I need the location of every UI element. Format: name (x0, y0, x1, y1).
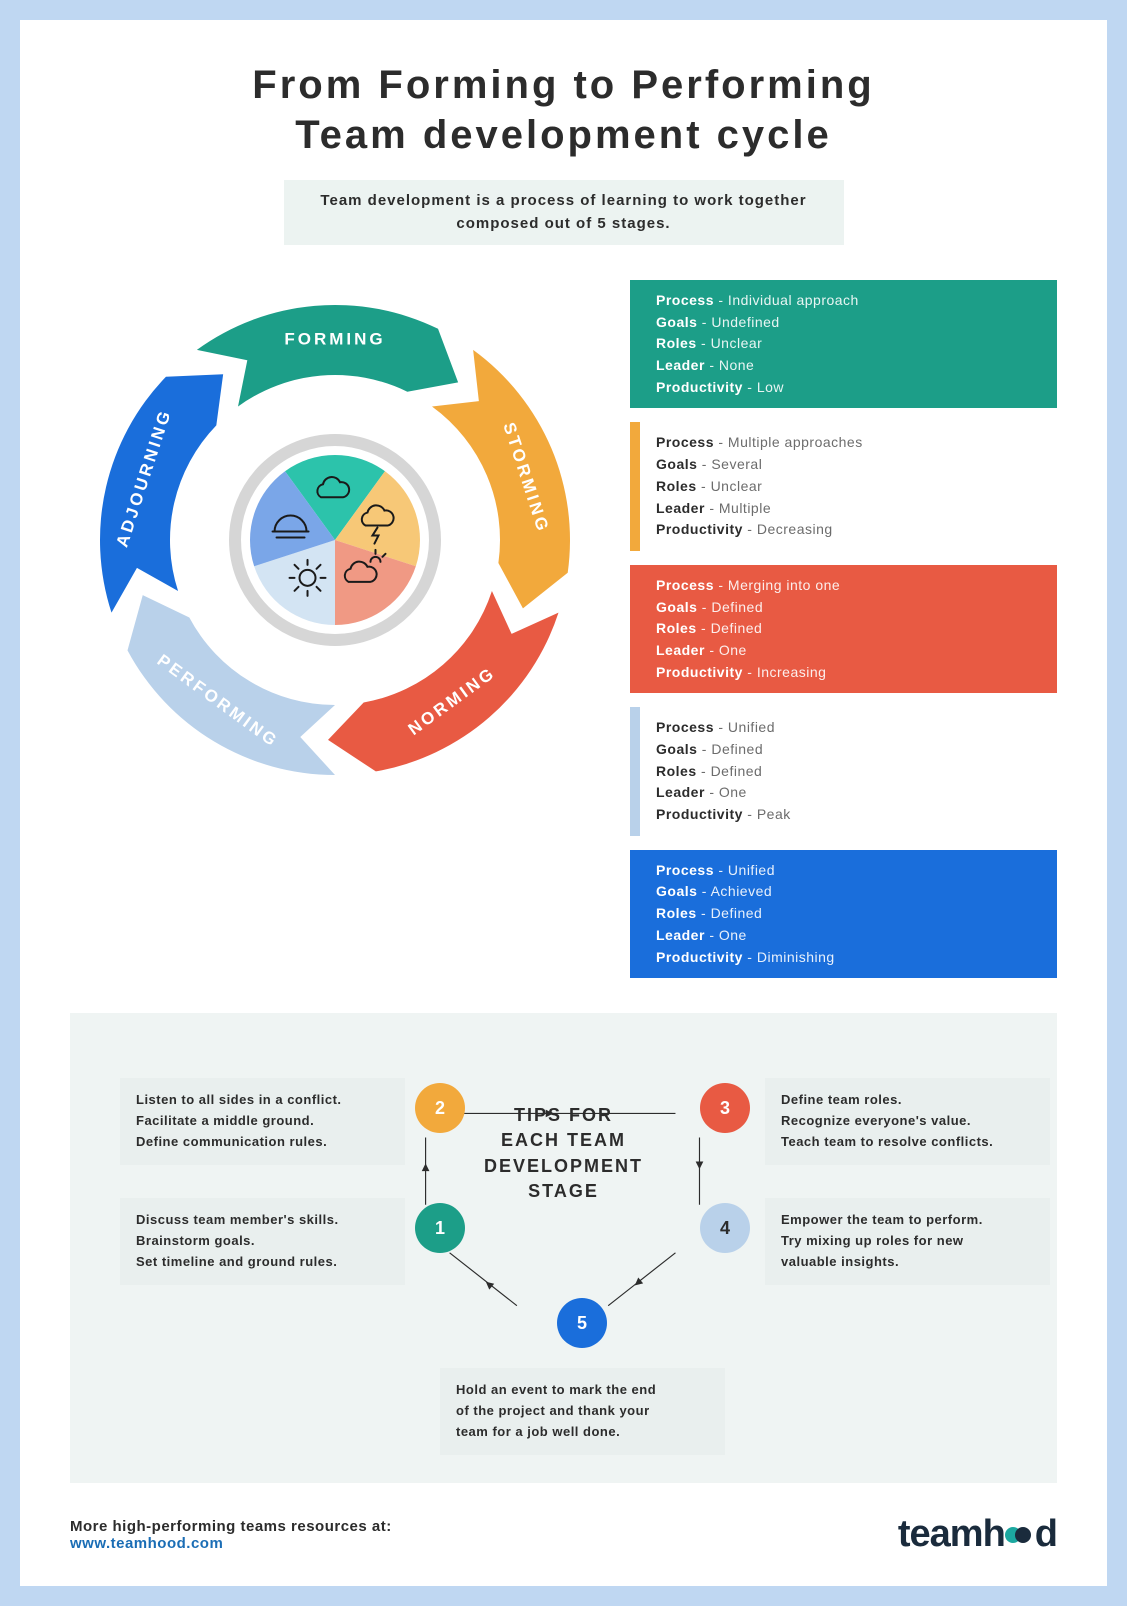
stage-row: Roles - Unclear (656, 333, 1041, 355)
title-line-2: Team development cycle (295, 113, 832, 157)
stage-row: Goals - Achieved (656, 881, 1041, 903)
stage-box-0: Process - Individual approachGoals - Und… (630, 280, 1057, 408)
stage-row: Leader - One (656, 640, 1041, 662)
footer-text: More high-performing teams resources at: (70, 1518, 392, 1535)
tips-section: TIPS FOR EACH TEAM DEVELOPMENT STAGE Dis… (70, 1013, 1057, 1483)
stage-row: Roles - Defined (656, 618, 1041, 640)
stage-row: Leader - One (656, 782, 1041, 804)
stage-row: Leader - Multiple (656, 498, 1041, 520)
stage-row: Roles - Defined (656, 903, 1041, 925)
tip-box-2: Listen to all sides in a conflict.Facili… (120, 1078, 405, 1164)
title-line-1: From Forming to Performing (252, 63, 874, 107)
stage-row: Goals - Several (656, 454, 1041, 476)
tip-box-5: Hold an event to mark the endof the proj… (440, 1368, 725, 1454)
tip-box-3: Define team roles.Recognize everyone's v… (765, 1078, 1050, 1164)
stage-row: Goals - Defined (656, 739, 1041, 761)
subtitle-line-1: Team development is a process of learnin… (320, 192, 806, 209)
subtitle: Team development is a process of learnin… (284, 180, 844, 245)
stage-row: Process - Merging into one (656, 575, 1041, 597)
subtitle-line-2: composed out of 5 stages. (456, 215, 670, 232)
tip-number-4: 4 (700, 1203, 750, 1253)
footer-link[interactable]: www.teamhood.com (70, 1535, 392, 1552)
stage-row: Productivity - Peak (656, 804, 1041, 826)
cycle-diagram: FORMINGSTORMINGNORMINGPERFORMINGADJOURNI… (70, 275, 600, 805)
stage-row: Productivity - Diminishing (656, 947, 1041, 969)
footer: More high-performing teams resources at:… (70, 1513, 1057, 1556)
logo-dots-icon (1005, 1523, 1035, 1547)
tip-number-1: 1 (415, 1203, 465, 1253)
stage-box-2: Process - Merging into oneGoals - Define… (630, 565, 1057, 693)
stage-row: Process - Unified (656, 860, 1041, 882)
stage-row: Productivity - Low (656, 377, 1041, 399)
stage-row: Roles - Unclear (656, 476, 1041, 498)
tip-box-1: Discuss team member's skills.Brainstorm … (120, 1198, 405, 1284)
stage-row: Goals - Defined (656, 597, 1041, 619)
stage-details: Process - Individual approachGoals - Und… (630, 275, 1057, 978)
main-title: From Forming to Performing Team developm… (70, 60, 1057, 160)
stage-row: Process - Unified (656, 717, 1041, 739)
tips-title: TIPS FOR EACH TEAM DEVELOPMENT STAGE (464, 1103, 664, 1204)
stage-row: Process - Individual approach (656, 290, 1041, 312)
tip-number-2: 2 (415, 1083, 465, 1133)
stage-box-1: Process - Multiple approachesGoals - Sev… (630, 422, 1057, 550)
stage-row: Roles - Defined (656, 761, 1041, 783)
stage-row: Productivity - Decreasing (656, 519, 1041, 541)
tip-box-4: Empower the team to perform.Try mixing u… (765, 1198, 1050, 1284)
stage-row: Leader - None (656, 355, 1041, 377)
tip-number-5: 5 (557, 1298, 607, 1348)
tip-number-3: 3 (700, 1083, 750, 1133)
stage-row: Goals - Undefined (656, 312, 1041, 334)
stage-row: Productivity - Increasing (656, 662, 1041, 684)
main-section: FORMINGSTORMINGNORMINGPERFORMINGADJOURNI… (70, 275, 1057, 978)
stage-box-4: Process - UnifiedGoals - AchievedRoles -… (630, 850, 1057, 978)
footer-left: More high-performing teams resources at:… (70, 1518, 392, 1552)
stage-box-3: Process - UnifiedGoals - DefinedRoles - … (630, 707, 1057, 835)
stage-row: Leader - One (656, 925, 1041, 947)
teamhood-logo: teamhd (898, 1513, 1057, 1556)
segment-label: FORMING (284, 329, 385, 348)
infographic-page: From Forming to Performing Team developm… (20, 20, 1107, 1586)
stage-row: Process - Multiple approaches (656, 432, 1041, 454)
